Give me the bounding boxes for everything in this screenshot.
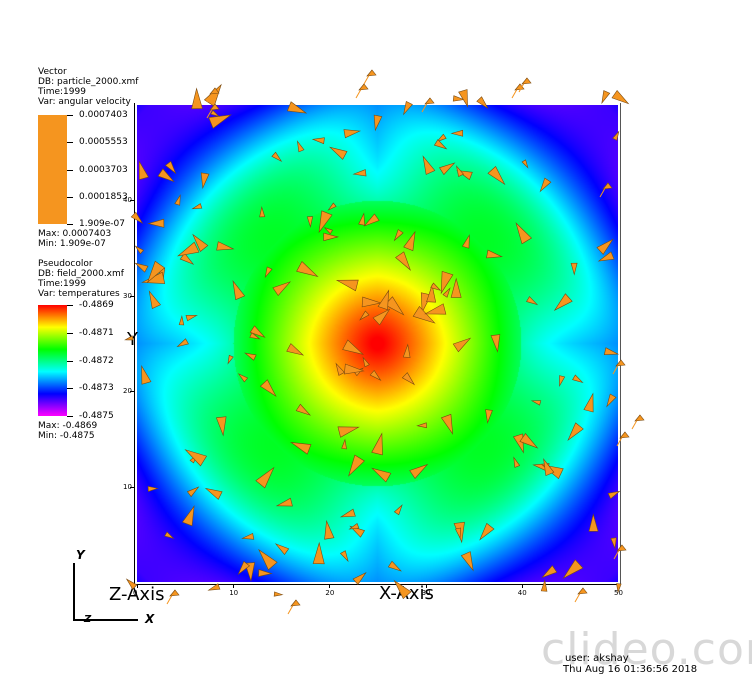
x-tick-mark [425,584,427,588]
triad-y-label: Y [76,548,85,562]
y-axis-title: Y [127,329,138,350]
right-axis-line [620,103,621,585]
colorbar-tick-mark [67,196,73,198]
y-tick-mark [130,391,134,393]
pseudocolor-legend-type: Pseudocolor [38,259,93,269]
colorbar-tick-mark [67,416,73,417]
vector-colorbar [38,115,67,224]
vector-glyph [424,97,435,105]
x-tick-label: 50 [614,589,623,597]
vector-glyph [577,587,588,595]
vector-stem [511,83,521,99]
vector-stem [616,431,626,447]
colorbar-tick-label: 0.0005553 [79,137,128,148]
pseudocolor-plot[interactable] [137,105,618,582]
vector-stem [363,69,373,85]
colorbar-tick-label: 1.909e-07 [79,219,126,229]
colorbar-tick-label: -0.4872 [79,355,114,366]
vector-stem [631,414,641,430]
vector-glyph [273,591,284,597]
x-tick-mark [618,584,619,588]
triad-x-line [74,619,138,621]
vector-glyph [619,431,630,439]
vector-legend-min: Min: 1.909e-07 [38,239,106,249]
vector-glyph [169,589,180,597]
colorbar-tick-label: 0.0003703 [79,164,128,175]
vector-glyph [209,87,220,95]
temperature-heatmap [137,105,618,582]
x-tick-mark [233,584,235,588]
y-tick-mark [130,486,134,488]
pseudocolor-legend-min: Min: -0.4875 [38,431,95,441]
footer-timestamp: Thu Aug 16 01:36:56 2018 [563,664,698,675]
vector-stem [574,587,584,603]
colorbar-tick-mark [67,360,73,362]
vector-stem [355,83,365,99]
pseudocolor-legend-time: Time:1999 [38,279,86,289]
colorbar-tick-mark [67,115,73,116]
x-tick-mark [521,584,523,588]
x-tick-label: 40 [517,589,527,597]
y-tick-label: 30 [123,291,132,300]
vector-stem [166,589,176,605]
x-tick-label: 30 [421,589,431,597]
y-tick-label: 10 [123,482,132,491]
colorbar-tick-label: -0.4871 [79,327,114,338]
x-tick-label: 10 [229,589,239,597]
triad-z-label: Z [84,614,92,625]
x-tick-mark [137,584,138,588]
vector-glyph [616,544,627,552]
vector-glyph [358,83,369,91]
vector-glyph [203,83,222,107]
triad-x-label: X [145,612,155,626]
vector-glyph [521,77,532,85]
vector-glyph [601,90,611,105]
vector-legend-max: Max: 0.0007403 [38,229,112,239]
footer-user: user: akshay [565,653,629,664]
colorbar-tick-mark [67,169,73,171]
pseudocolor-legend-var: Var: temperatures [38,289,120,299]
colorbar-tick-mark [67,142,73,144]
vector-glyph [290,599,301,607]
watermark: clideo.com [541,624,752,675]
vector-glyph [634,414,645,422]
z-axis-title: Z-Axis [109,584,165,605]
vector-legend-type: Vector [38,67,67,77]
x-tick-mark [329,584,331,588]
y-tick-label: 20 [123,387,132,396]
triad-y-line [73,563,75,621]
vector-glyph [514,83,525,91]
vector-stem [206,87,216,103]
vector-stem [287,599,297,615]
x-axis-title: X-Axis [379,583,434,604]
y-tick-mark [130,295,134,297]
colorbar-tick-label: -0.4875 [79,411,114,421]
pseudocolor-legend-db: DB: field_2000.xmf [38,269,124,279]
y-tick-label: 40 [123,196,132,205]
colorbar-tick-mark [67,224,73,225]
y-axis-line [134,103,135,585]
colorbar-tick-mark [67,388,73,390]
vector-legend-db: DB: particle_2000.xmf [38,77,139,87]
vector-legend-var: Var: angular velocity [38,97,131,107]
colorbar-tick-mark [67,332,73,334]
vector-legend-time: Time:1999 [38,87,86,97]
colorbar-tick-label: -0.4869 [79,300,114,310]
colorbar-tick-label: 0.0001853 [79,191,128,202]
colorbar-tick-label: -0.4873 [79,383,114,394]
x-tick-label: 0 [133,589,138,597]
x-axis-line [134,584,621,585]
vector-glyph [452,95,465,102]
colorbar-tick-label: 0.0007403 [79,110,128,120]
x-tick-label: 20 [325,589,335,597]
vector-stem [518,77,528,93]
vector-glyph [540,579,548,592]
pseudocolor-colorbar [38,305,67,416]
colorbar-tick-mark [67,305,73,306]
vector-glyph [611,89,630,105]
y-tick-mark [130,200,134,202]
vector-glyph [366,69,377,77]
pseudocolor-legend-max: Max: -0.4869 [38,421,98,431]
